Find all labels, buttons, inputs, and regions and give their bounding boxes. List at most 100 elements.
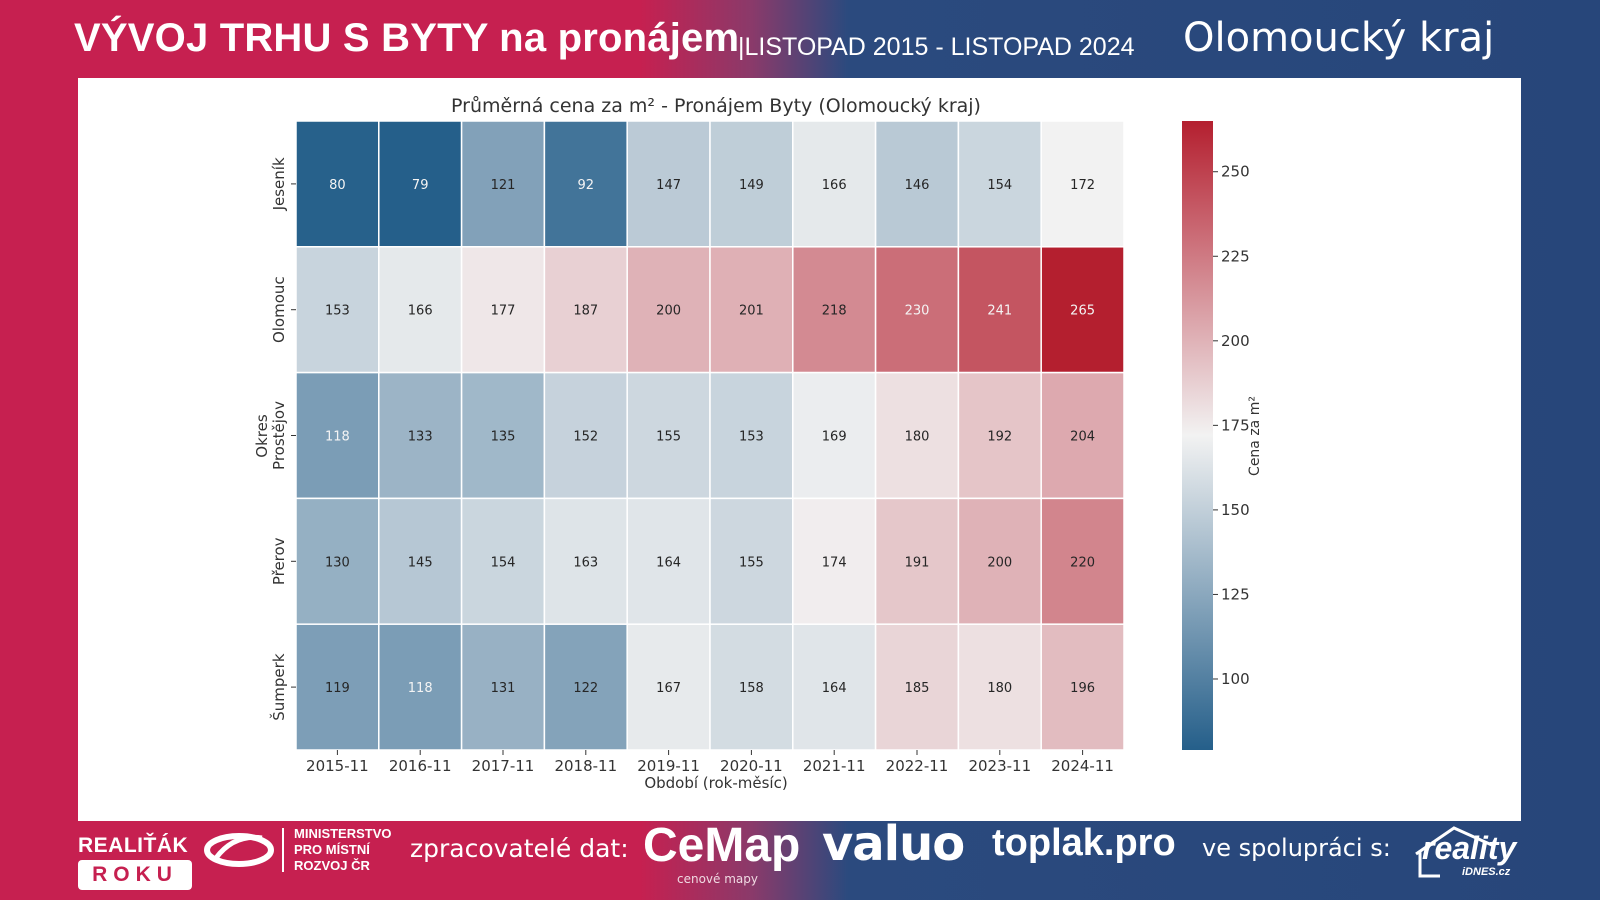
cemap-subtitle: cenové mapy [677, 872, 758, 886]
colorbar [1182, 121, 1213, 750]
cell-value-label: 265 [1070, 304, 1095, 319]
cell-value-label: 177 [491, 304, 516, 319]
chart-title: Průměrná cena za m² - Pronájem Byty (Olo… [451, 95, 981, 117]
heatmap-cell [378, 246, 463, 374]
region-title: Olomoucký kraj [1183, 15, 1495, 61]
y-tick-label: Jeseník [270, 157, 288, 211]
heatmap-cell [1040, 120, 1125, 248]
cell-value-label: 154 [491, 555, 516, 570]
cell-value-label: 180 [905, 430, 930, 445]
cell-value-label: 180 [987, 681, 1012, 696]
heatmap-cell [295, 120, 380, 248]
x-tick-label: 2020-11 [720, 757, 783, 775]
heatmap-chart: Průměrná cena za m² - Pronájem Byty (Olo… [253, 95, 1263, 792]
x-axis-label: Období (rok-měsíc) [644, 774, 787, 792]
x-tick-label: 2021-11 [803, 757, 866, 775]
colorbar-tick-label: 125 [1221, 585, 1250, 603]
x-tick-label: 2024-11 [1051, 757, 1114, 775]
heatmap-cell [1040, 371, 1125, 500]
cell-value-label: 169 [822, 430, 847, 445]
cell-value-label: 187 [573, 304, 598, 319]
toplak-logo: toplak.pro [992, 822, 1176, 864]
cell-value-label: 191 [905, 555, 930, 570]
cell-value-label: 153 [739, 430, 764, 445]
heatmap-cell [874, 623, 960, 751]
heatmap-cell [709, 246, 794, 374]
cell-value-label: 131 [491, 681, 516, 696]
heatmap-cell [626, 623, 711, 751]
cell-value-label: 152 [573, 430, 598, 445]
colorbar-tick-label: 250 [1221, 163, 1250, 181]
chart-panel: Průměrná cena za m² - Pronájem Byty (Olo… [78, 78, 1521, 821]
colorbar-tick-label: 150 [1221, 501, 1250, 519]
cell-value-label: 154 [987, 178, 1012, 193]
x-tick-label: 2015-11 [306, 757, 369, 775]
cell-value-label: 158 [739, 681, 764, 696]
cemap-logo: CeMap [643, 819, 801, 872]
colorbar-tick-label: 175 [1221, 416, 1250, 434]
heatmap-cell [1040, 497, 1125, 625]
valuo-logo: valuo [822, 816, 965, 872]
cell-value-label: 166 [408, 304, 433, 319]
cell-value-label: 200 [656, 304, 681, 319]
cell-value-label: 201 [739, 304, 764, 319]
heatmap-cell [460, 120, 546, 248]
x-tick-label: 2019-11 [637, 757, 700, 775]
ministry-text: MINISTERSTVO PRO MÍSTNÍ ROZVOJ ČR [294, 826, 392, 873]
y-tick-label: Olomouc [270, 276, 288, 343]
realitak-text: REALIŤÁK [78, 834, 189, 857]
cell-value-label: 79 [412, 178, 429, 193]
x-tick-label: 2016-11 [389, 757, 452, 775]
colorbar-ticks: 100 125 150 175 200 225 250 [1213, 163, 1250, 688]
cell-value-label: 163 [573, 555, 598, 570]
cell-value-label: 230 [905, 304, 930, 319]
reality-idnes-logo: reality iDNES.cz [1410, 824, 1522, 880]
cell-value-label: 149 [739, 178, 764, 193]
cell-value-label: 220 [1070, 555, 1095, 570]
cell-value-label: 164 [656, 555, 681, 570]
cell-value-label: 155 [739, 555, 764, 570]
cell-value-label: 153 [325, 304, 350, 319]
cell-value-label: 200 [987, 555, 1012, 570]
heatmap-cell [460, 623, 546, 751]
heatmap-cell [957, 371, 1042, 500]
heatmap-cell [874, 371, 960, 500]
header-banner: VÝVOJ TRHU S BYTY na pronájem |LISTOPAD … [0, 0, 1600, 78]
cell-value-label: 172 [1070, 178, 1095, 193]
footer-banner: REALIŤÁK ROKU MINISTERSTVO PRO MÍSTNÍ RO… [0, 816, 1600, 900]
idnes-text: iDNES.cz [1462, 866, 1511, 878]
heatmap-cell [709, 623, 794, 751]
period-subtitle: |LISTOPAD 2015 - LISTOPAD 2024 [738, 33, 1135, 61]
cell-value-label: 119 [325, 681, 350, 696]
cell-value-label: 92 [578, 178, 595, 193]
heatmap-cell [543, 120, 628, 248]
heatmap-cell [295, 371, 380, 500]
colorbar-label: Cena za m² [1247, 396, 1263, 476]
house-roof-icon [1415, 826, 1495, 878]
logo-divider [282, 828, 284, 872]
cell-value-label: 185 [905, 681, 930, 696]
cell-value-label: 164 [822, 681, 847, 696]
cell-value-label: 196 [1070, 681, 1095, 696]
y-axis-label: Okres [253, 414, 271, 458]
cell-value-label: 174 [822, 555, 847, 570]
cooperation-label: ve spolupráci s: [1202, 834, 1391, 862]
cell-value-label: 80 [329, 178, 346, 193]
heatmap-cell [378, 120, 463, 248]
heatmap-cell [460, 371, 546, 500]
cell-value-label: 218 [822, 304, 847, 319]
processors-label: zpracovatelé dat: [410, 834, 629, 863]
y-tick-label: Prostějov [270, 401, 288, 470]
colorbar-tick-label: 200 [1221, 332, 1250, 350]
heatmap-cell [1040, 246, 1125, 374]
cell-value-label: 155 [656, 430, 681, 445]
heatmap-cell [874, 246, 960, 374]
ministry-emblem-icon [204, 833, 274, 867]
x-tick-label: 2022-11 [886, 757, 949, 775]
heatmap-cell [378, 623, 463, 751]
cell-value-label: 121 [491, 178, 516, 193]
cell-value-label: 147 [656, 178, 681, 193]
y-tick-labels: Jeseník Olomouc Prostějov Přerov Šumperk [269, 157, 296, 721]
cell-value-label: 145 [408, 555, 433, 570]
cell-value-label: 192 [987, 430, 1012, 445]
